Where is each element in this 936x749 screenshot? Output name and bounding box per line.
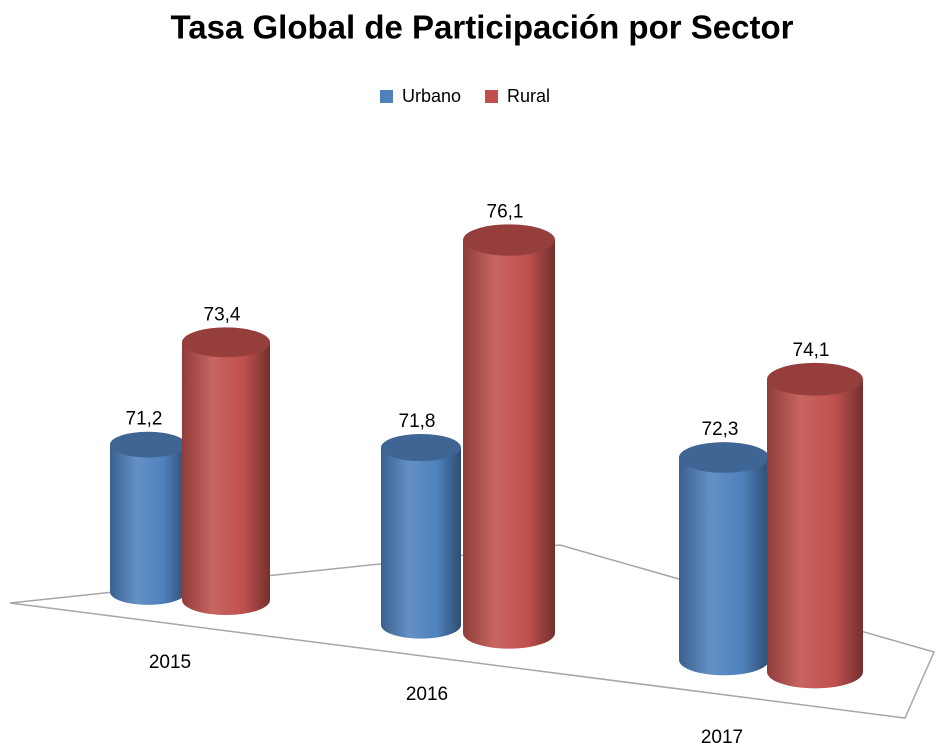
data-label: 74,1 — [793, 340, 830, 361]
x-tick-label: 2015 — [149, 652, 191, 673]
data-label: 73,4 — [204, 304, 241, 325]
bar-top — [381, 433, 461, 462]
x-tick-label: 2017 — [701, 727, 743, 748]
bar-body — [110, 444, 186, 605]
chart-title: Tasa Global de Participación por Sector — [171, 9, 794, 46]
bar-top — [767, 362, 863, 396]
bar-body — [767, 379, 864, 689]
data-label: 76,1 — [487, 201, 524, 222]
floor — [9, 544, 936, 719]
bar-top — [679, 442, 769, 473]
data-label: 71,2 — [126, 409, 163, 430]
legend-swatch — [380, 90, 393, 103]
legend-label: Rural — [507, 86, 550, 106]
x-tick-label: 2016 — [406, 684, 448, 705]
bar-body — [679, 457, 769, 676]
bar-top — [463, 224, 555, 256]
bar-top — [182, 327, 270, 358]
bar-body — [463, 240, 555, 649]
legend-label: Urbano — [402, 86, 461, 106]
data-label: 72,3 — [702, 419, 739, 440]
bar-body — [381, 447, 461, 639]
legend-swatch — [485, 90, 498, 103]
bar-body — [182, 342, 270, 615]
bar-top — [110, 431, 186, 458]
data-label: 71,8 — [399, 411, 436, 432]
